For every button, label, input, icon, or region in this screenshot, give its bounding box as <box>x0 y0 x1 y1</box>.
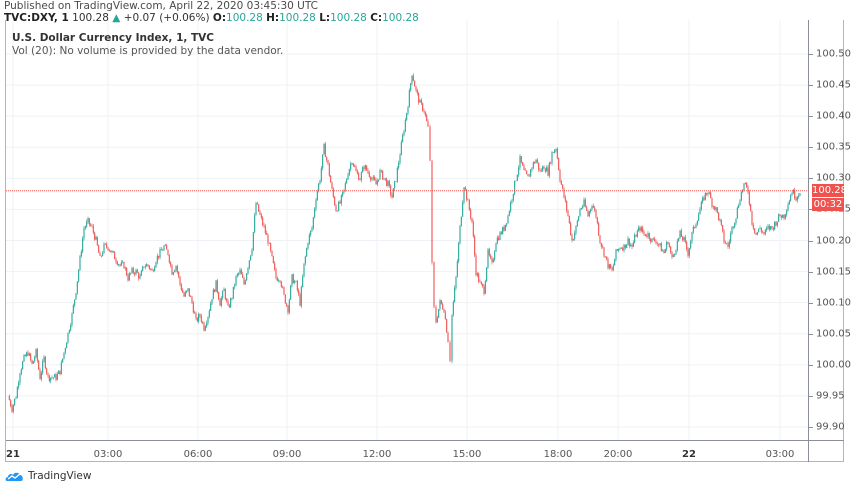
price-tick-label: 100.40 <box>816 110 851 122</box>
price-tick-mark <box>809 427 813 428</box>
time-tick-label: 03:00 <box>765 449 795 460</box>
close-value: 100.28 <box>382 12 419 24</box>
candles <box>8 73 801 414</box>
price-tick-label: 100.15 <box>816 266 851 278</box>
time-tick-label: 15:00 <box>452 449 482 460</box>
high-label: H: <box>266 12 280 24</box>
price-tick-mark <box>809 240 813 242</box>
price-tick-mark <box>809 178 813 180</box>
price-tick-label: 99.95 <box>816 390 845 402</box>
close-label: C: <box>370 12 383 24</box>
price-tick-mark <box>809 209 813 211</box>
price-tick-mark <box>809 54 813 55</box>
price-tick-label: 100.30 <box>816 172 851 184</box>
price-tick-label: 100.10 <box>816 297 851 309</box>
price-tick-label: 100.05 <box>816 328 851 340</box>
price-tick-label: 100.35 <box>816 141 851 153</box>
time-axis-border <box>6 440 844 441</box>
last-price: 100.28 <box>72 12 109 24</box>
price-tick-mark <box>809 147 813 149</box>
last-price-tag: 100.28 <box>812 183 847 197</box>
series-legend-title[interactable]: U.S. Dollar Currency Index, 1, TVC <box>12 32 215 44</box>
triangle-up-icon: ▲ <box>112 12 121 24</box>
price-tick-mark <box>809 395 813 397</box>
time-tick-label: 09:00 <box>272 449 302 460</box>
symbol-label: TVC:DXY, 1 <box>4 12 69 24</box>
high-value: 100.28 <box>279 12 316 24</box>
price-tick-mark <box>809 364 813 366</box>
low-label: L: <box>319 12 331 24</box>
price-tick-mark <box>809 85 813 87</box>
time-tick-label: 18:00 <box>543 449 573 460</box>
candlestick-chart[interactable] <box>6 20 808 440</box>
time-tick-label: 03:00 <box>93 449 123 460</box>
symbol-ohlc-bar: TVC:DXY, 1 100.28 ▲ +0.07 (+0.06%) O:100… <box>4 12 419 24</box>
time-tick-label: 06:00 <box>183 449 213 460</box>
low-value: 100.28 <box>330 12 367 24</box>
price-tick-mark <box>809 333 813 335</box>
price-tick-label: 100.20 <box>816 235 851 246</box>
price-tick-mark <box>809 302 813 304</box>
price-change: +0.07 (+0.06%) <box>123 12 210 24</box>
volume-legend: Vol (20): No volume is provided by the d… <box>12 45 284 57</box>
chart-frame <box>5 20 844 462</box>
price-tick-mark <box>809 271 813 273</box>
time-tick-label: 21 <box>6 449 20 460</box>
price-axis-border <box>808 20 809 462</box>
time-tick-label: 20:00 <box>603 449 633 460</box>
time-tick-label: 12:00 <box>362 449 392 460</box>
price-tick-label: 100.00 <box>816 359 851 371</box>
tradingview-cloud-icon <box>5 472 23 481</box>
price-tick-label: 99.90 <box>816 421 845 433</box>
open-label: O: <box>212 12 227 24</box>
tradingview-logo[interactable]: TradingView <box>5 470 91 482</box>
published-caption: Published on TradingView.com, April 22, … <box>4 0 318 12</box>
price-tick-label: 100.45 <box>816 79 851 91</box>
open-value: 100.28 <box>226 12 263 24</box>
tradingview-brand: TradingView <box>28 470 92 482</box>
time-tick-label: 22 <box>682 449 696 460</box>
chart-plot-area[interactable] <box>6 20 808 440</box>
price-tick-label: 100.50 <box>816 48 851 60</box>
bar-countdown-tag: 00:32 <box>812 197 844 211</box>
price-tick-mark <box>809 116 813 118</box>
